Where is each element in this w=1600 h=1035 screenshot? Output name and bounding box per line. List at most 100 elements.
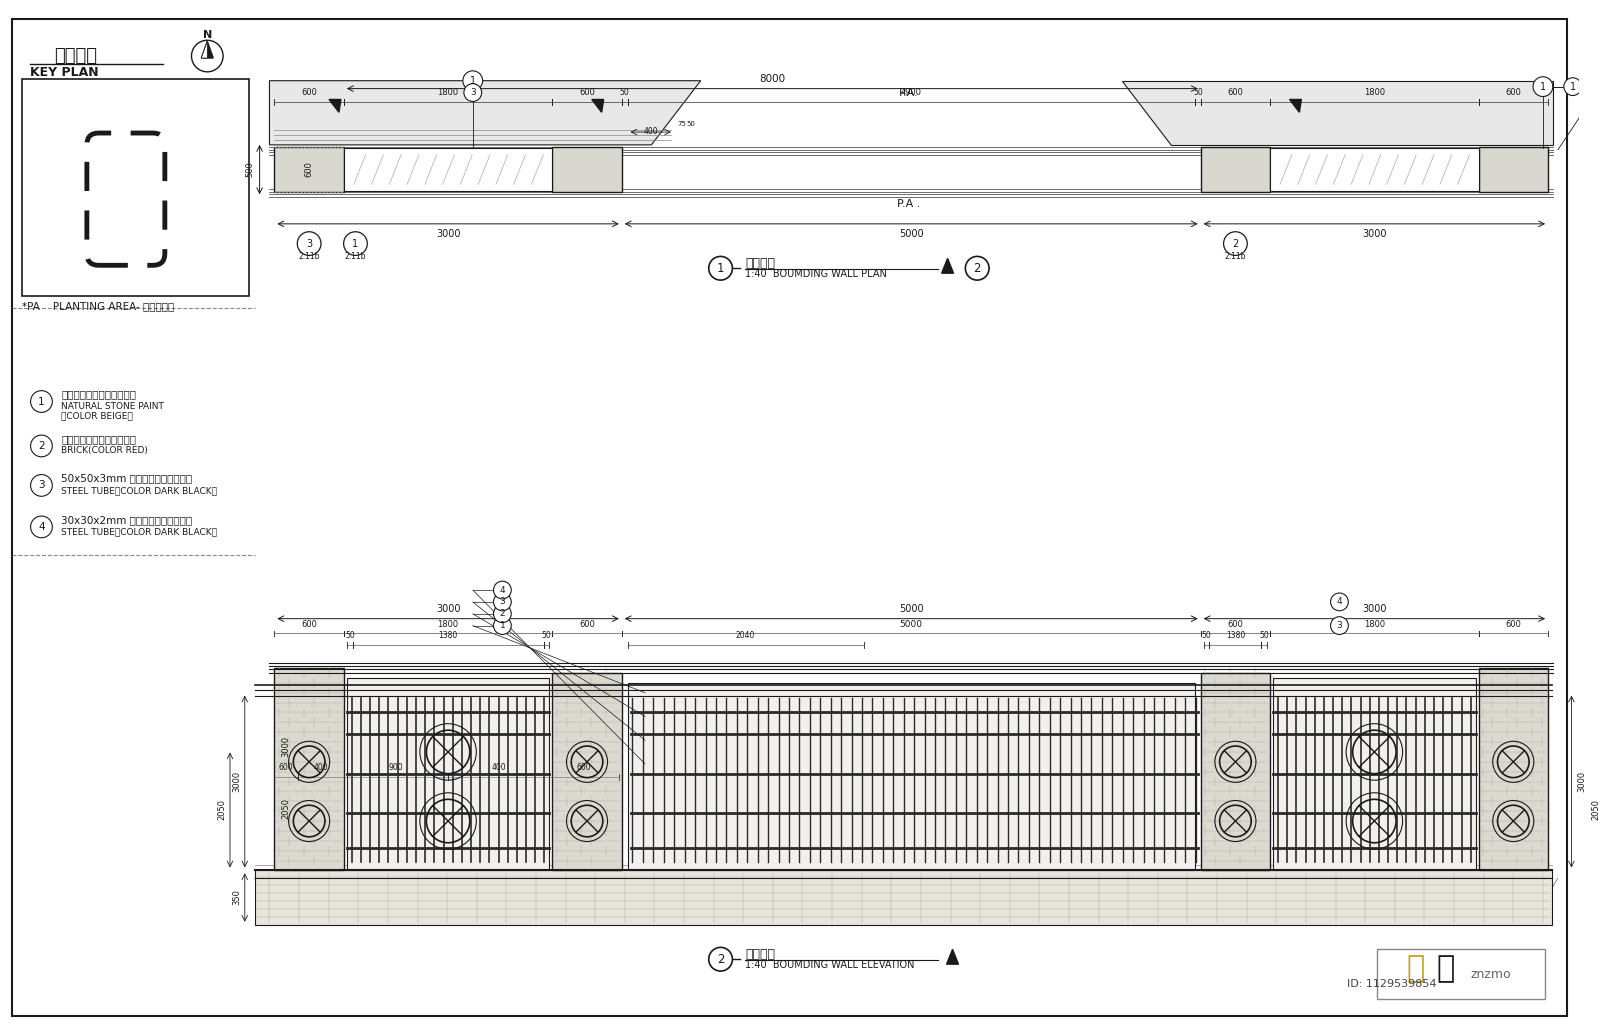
- Text: 5000: 5000: [899, 229, 923, 239]
- Text: KEY PLAN: KEY PLAN: [30, 66, 98, 80]
- Text: 3: 3: [306, 239, 312, 248]
- Text: 1800: 1800: [1363, 620, 1386, 628]
- Circle shape: [30, 435, 53, 456]
- Circle shape: [464, 84, 482, 101]
- Bar: [254, 870, 1552, 924]
- Text: 1800: 1800: [437, 89, 459, 97]
- Circle shape: [1331, 593, 1349, 611]
- Text: 2.11b: 2.11b: [344, 252, 366, 261]
- Bar: [1200, 147, 1270, 193]
- Text: 2: 2: [1232, 239, 1238, 248]
- Bar: [552, 147, 622, 193]
- Text: 600: 600: [301, 620, 317, 628]
- Text: 350: 350: [232, 890, 242, 906]
- Bar: [344, 148, 552, 191]
- Circle shape: [30, 516, 53, 538]
- Text: 400: 400: [643, 127, 658, 137]
- Text: znzmo: znzmo: [1470, 968, 1512, 980]
- Polygon shape: [942, 259, 954, 273]
- Text: 2050: 2050: [218, 799, 227, 821]
- Text: 5000: 5000: [899, 603, 923, 614]
- Text: 3000: 3000: [435, 603, 461, 614]
- Polygon shape: [330, 99, 341, 113]
- Circle shape: [493, 617, 512, 634]
- Text: 2050: 2050: [1592, 799, 1600, 821]
- Polygon shape: [592, 99, 603, 113]
- Text: 600: 600: [1227, 89, 1243, 97]
- Text: 50x50x3mm 方钢管（黑色亚光漆）: 50x50x3mm 方钢管（黑色亚光漆）: [61, 473, 192, 483]
- Polygon shape: [269, 81, 701, 145]
- Bar: [1270, 148, 1478, 191]
- Circle shape: [1533, 77, 1552, 96]
- Text: BRICK(COLOR RED): BRICK(COLOR RED): [61, 446, 149, 455]
- Text: 墙面砖（颜色规格同建筑）: 墙面砖（颜色规格同建筑）: [61, 434, 136, 444]
- Bar: [347, 678, 549, 870]
- Text: 500: 500: [245, 161, 254, 177]
- Text: 5000: 5000: [899, 620, 923, 628]
- Text: 600: 600: [579, 620, 595, 628]
- Text: 知: 知: [1406, 954, 1426, 983]
- Text: 50: 50: [541, 631, 552, 641]
- Text: 围墙平面: 围墙平面: [746, 257, 776, 270]
- Text: NATURAL STONE PAINT: NATURAL STONE PAINT: [61, 402, 165, 411]
- Text: 1:40  BOUMDING WALL PLAN: 1:40 BOUMDING WALL PLAN: [746, 269, 886, 279]
- Text: 3000: 3000: [282, 736, 291, 757]
- Text: 50: 50: [1202, 631, 1211, 641]
- Text: 1380: 1380: [1226, 631, 1245, 641]
- Polygon shape: [947, 949, 958, 965]
- Text: 1: 1: [38, 396, 45, 407]
- Bar: [1200, 673, 1270, 870]
- Text: 600: 600: [301, 89, 317, 97]
- Circle shape: [493, 593, 512, 611]
- Circle shape: [709, 947, 733, 971]
- Polygon shape: [202, 41, 213, 58]
- Text: P.A .: P.A .: [896, 199, 920, 209]
- Text: www.znzmo.com: www.znzmo.com: [1138, 202, 1230, 236]
- Bar: [622, 148, 1200, 191]
- Text: 索引平面: 索引平面: [54, 47, 98, 65]
- Text: 600: 600: [1227, 620, 1243, 628]
- Text: 1: 1: [470, 76, 475, 86]
- Text: 2050: 2050: [282, 798, 291, 819]
- Circle shape: [1598, 79, 1600, 96]
- Polygon shape: [1290, 99, 1301, 113]
- Text: 400: 400: [314, 763, 328, 772]
- Bar: [22, 79, 248, 296]
- Text: 2.11b: 2.11b: [1224, 252, 1246, 261]
- Text: 3000: 3000: [435, 229, 461, 239]
- Text: 4: 4: [1336, 597, 1342, 607]
- Circle shape: [30, 390, 53, 412]
- Text: 600: 600: [579, 89, 595, 97]
- Text: 50: 50: [619, 89, 629, 97]
- Text: （COLOR BEIGE）: （COLOR BEIGE）: [61, 412, 133, 421]
- Text: 50: 50: [346, 631, 355, 641]
- Bar: [1378, 949, 1544, 999]
- Text: 1: 1: [1539, 82, 1546, 92]
- Text: *PA    PLANTING AREA- 植物种植区: *PA PLANTING AREA- 植物种植区: [22, 301, 174, 310]
- Text: 2: 2: [499, 610, 506, 618]
- Text: 3000: 3000: [232, 771, 242, 792]
- Text: 1: 1: [352, 239, 358, 248]
- Circle shape: [493, 582, 512, 599]
- Text: 3: 3: [38, 480, 45, 491]
- Text: 75: 75: [677, 121, 686, 127]
- Text: 2.11b: 2.11b: [298, 252, 320, 261]
- Bar: [1478, 147, 1549, 193]
- Text: STEEL TUBE（COLOR DARK BLACK）: STEEL TUBE（COLOR DARK BLACK）: [61, 527, 218, 536]
- Text: 围墙立面: 围墙立面: [746, 948, 776, 960]
- Bar: [1478, 668, 1549, 870]
- Text: 1380: 1380: [438, 631, 458, 641]
- Text: 4: 4: [499, 586, 506, 594]
- Text: 600: 600: [1506, 620, 1522, 628]
- Text: 3: 3: [470, 88, 475, 97]
- Text: 3: 3: [499, 597, 506, 607]
- Circle shape: [1563, 78, 1582, 95]
- Text: 3: 3: [1336, 621, 1342, 630]
- Bar: [627, 683, 1195, 870]
- Circle shape: [298, 232, 322, 256]
- Bar: [275, 668, 344, 870]
- Text: 2: 2: [717, 953, 725, 966]
- Circle shape: [493, 604, 512, 623]
- Text: 真石漆仿花岗岩（米黄色）: 真石漆仿花岗岩（米黄色）: [61, 389, 136, 400]
- Text: 知束网: 知束网: [136, 379, 160, 395]
